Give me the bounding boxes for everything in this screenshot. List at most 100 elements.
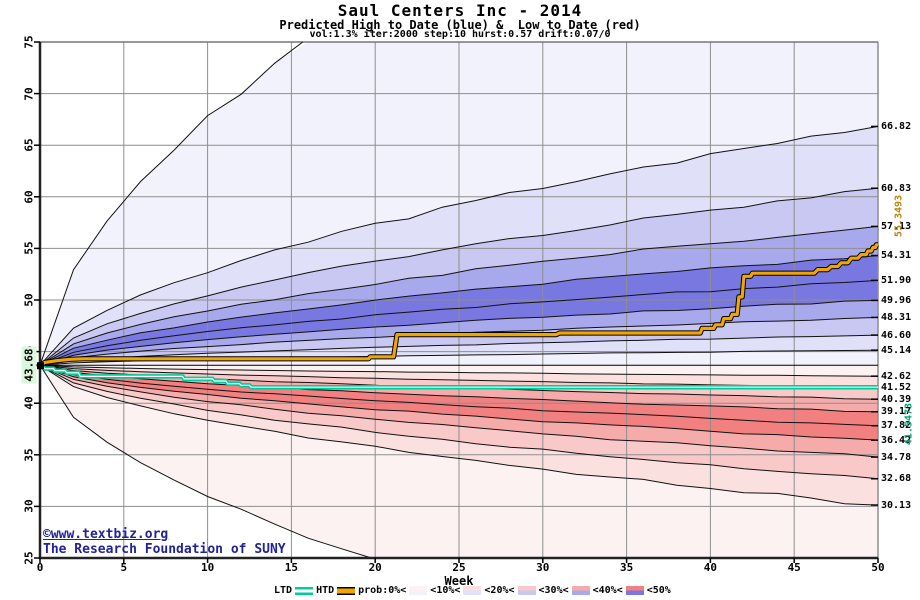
low-envelope-contour bbox=[39, 364, 372, 559]
legend-item: LTD bbox=[274, 585, 314, 596]
probability-band bbox=[40, 365, 878, 479]
legend-label: HTD bbox=[316, 585, 335, 596]
legend-item: prob:0%< bbox=[358, 585, 428, 596]
y-tick-label: 40 bbox=[22, 396, 36, 410]
x-tick-label: 5 bbox=[120, 561, 128, 574]
legend-label: prob:0%< bbox=[358, 585, 407, 596]
low-percentile-contour bbox=[39, 364, 879, 413]
probability-band bbox=[40, 280, 878, 366]
right-boundary-label: 51.90 bbox=[881, 274, 912, 286]
legend-item: <30%< bbox=[539, 585, 590, 596]
probability-band bbox=[40, 255, 878, 366]
x-tick-label: 25 bbox=[452, 561, 466, 574]
x-tick-label: 45 bbox=[787, 561, 801, 574]
right-boundary-label: 37.82 bbox=[881, 420, 912, 432]
chart-params: vol:1.3% iter:2000 step:10 hurst:0.57 dr… bbox=[309, 29, 611, 40]
legend-item: <10%< bbox=[430, 585, 482, 596]
y-tick-label: 35 bbox=[22, 448, 36, 462]
low-percentile-contour bbox=[39, 364, 879, 427]
y-tick-label: 30 bbox=[22, 499, 36, 514]
legend-label: <30%< bbox=[538, 585, 569, 596]
probability-band bbox=[40, 365, 878, 441]
right-boundary-label: 39.17 bbox=[881, 406, 912, 418]
high-envelope-contour bbox=[39, 41, 304, 366]
legend-swatch-probability-band bbox=[463, 586, 482, 595]
low-percentile-contour bbox=[39, 364, 879, 480]
probability-band bbox=[40, 365, 878, 506]
y-tick-label: 75 bbox=[22, 35, 36, 49]
legend-swatch-ltd-line bbox=[295, 586, 314, 595]
x-tick-label: 40 bbox=[703, 561, 718, 574]
legend-swatch-probability-band bbox=[571, 586, 590, 595]
high-percentile-contour bbox=[39, 187, 879, 366]
low-percentile-contour bbox=[39, 364, 879, 506]
right-boundary-label: 57.13 bbox=[881, 220, 912, 232]
right-boundary-label: 41.52 bbox=[881, 382, 912, 393]
x-tick-label: 0 bbox=[36, 561, 44, 574]
right-boundary-label: 40.39 bbox=[881, 393, 912, 405]
x-tick-label: 50 bbox=[871, 561, 885, 574]
legend-label: <50% bbox=[646, 585, 671, 596]
htd-final-value-label: 55.3493 bbox=[893, 194, 905, 238]
right-boundary-label: 54.31 bbox=[881, 250, 912, 262]
y-tick-label: 55 bbox=[22, 241, 36, 256]
x-axis-title: Week bbox=[444, 574, 474, 588]
legend-item: <20%< bbox=[484, 585, 536, 596]
chart-title: Saul Centers Inc - 2014 bbox=[337, 1, 583, 20]
legend-item: <50% bbox=[647, 585, 671, 596]
ltd-final-value-label: 41.5473 bbox=[903, 402, 915, 446]
legend-swatch-htd-line bbox=[337, 586, 356, 595]
high-percentile-contour bbox=[39, 334, 879, 366]
right-boundary-label: 42.62 bbox=[881, 370, 912, 382]
low-percentile-contour bbox=[39, 364, 879, 377]
right-boundary-label: 48.31 bbox=[881, 311, 912, 323]
right-boundary-label: 30.13 bbox=[881, 499, 912, 511]
start-price-label: 43.68 bbox=[21, 346, 37, 384]
y-tick-label: 25 bbox=[22, 551, 36, 565]
probability-band bbox=[40, 365, 878, 426]
right-boundary-label: 36.42 bbox=[881, 434, 912, 446]
right-boundary-label: 46.60 bbox=[881, 329, 912, 341]
legend-label: <10%< bbox=[430, 585, 461, 596]
x-tick-label: 30 bbox=[536, 561, 550, 574]
y-tick-label: 65 bbox=[22, 138, 36, 152]
legend-swatch-probability-band bbox=[625, 586, 644, 595]
x-tick-label: 35 bbox=[619, 561, 634, 574]
right-boundary-label: 60.83 bbox=[881, 182, 912, 194]
right-boundary-label: 32.68 bbox=[881, 473, 912, 485]
ltd-line-core bbox=[39, 364, 878, 388]
watermark-org: The Research Foundation of SUNY bbox=[43, 542, 286, 557]
legend-label: <40%< bbox=[592, 585, 623, 596]
high-percentile-contour bbox=[39, 255, 879, 366]
right-boundary-label: 34.78 bbox=[881, 451, 912, 463]
origin-marker bbox=[37, 362, 44, 370]
right-boundary-label: 49.96 bbox=[881, 294, 912, 306]
probability-band bbox=[40, 365, 878, 458]
htd-line bbox=[39, 243, 878, 367]
high-percentile-contour bbox=[39, 125, 879, 366]
high-percentile-contour bbox=[39, 225, 879, 366]
chart-subtitle: Predicted High to Date (blue) & Low to D… bbox=[279, 18, 641, 32]
low-percentile-contour bbox=[39, 364, 879, 441]
low-percentile-contour bbox=[39, 364, 879, 458]
probability-band bbox=[40, 226, 878, 366]
y-tick-label: 50 bbox=[22, 293, 36, 307]
right-boundary-label: 45.14 bbox=[881, 344, 912, 356]
y-tick-label: 70 bbox=[22, 86, 36, 101]
high-percentile-contour bbox=[39, 279, 879, 366]
legend-swatch-probability-band bbox=[409, 586, 428, 595]
x-tick-label: 15 bbox=[284, 561, 299, 574]
legend-label: LTD bbox=[274, 585, 293, 596]
chart-legend: LTD HTD prob:0%< <10%< <20%< <30%< <40%< <50% bbox=[274, 585, 671, 596]
legend-swatch-probability-band bbox=[517, 586, 536, 595]
right-boundary-label: 66.82 bbox=[881, 120, 912, 132]
x-tick-label: 20 bbox=[368, 561, 382, 574]
legend-label: <20%< bbox=[484, 585, 515, 596]
probability-band bbox=[40, 188, 878, 366]
watermark-link[interactable]: ©www.textbiz.org bbox=[43, 527, 169, 542]
legend-item: <40%< bbox=[593, 585, 644, 596]
y-tick-label: 60 bbox=[22, 190, 36, 204]
legend-item: HTD bbox=[316, 585, 356, 596]
